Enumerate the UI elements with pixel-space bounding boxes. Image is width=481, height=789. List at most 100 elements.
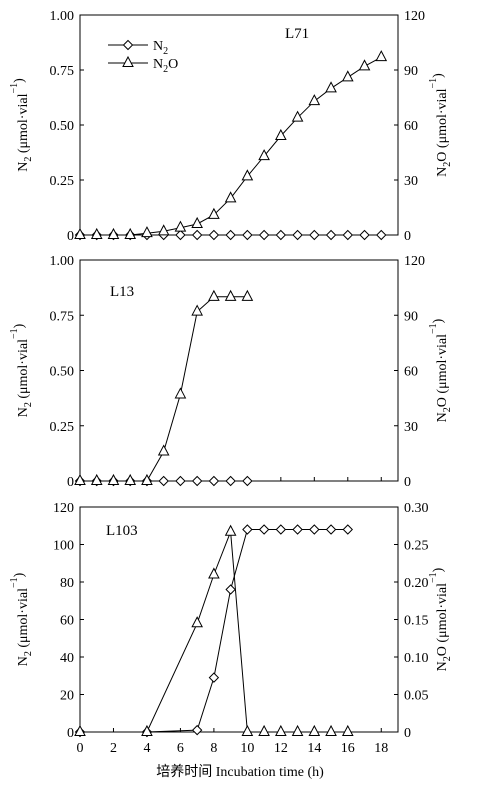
left-tick-label: 80 (60, 576, 74, 591)
point-triangle-n2o (325, 81, 337, 93)
point-diamond-n2 (325, 524, 337, 535)
right-tick-label: 0 (404, 475, 411, 490)
x-tick-label: 8 (210, 741, 217, 756)
left-axis-title: N2 (μmol·vial−1) (9, 323, 34, 417)
right-tick-label: 120 (404, 9, 425, 24)
point-triangle-n2o (124, 227, 137, 239)
point-diamond-n2 (208, 475, 220, 487)
legend-label-sub: 2 (163, 46, 168, 57)
point-triangle-n2o (90, 473, 103, 485)
point-triangle-n2o (224, 191, 237, 203)
axis-title-part: N (435, 412, 450, 422)
point-triangle-n2o (224, 289, 237, 301)
point-diamond-n2 (242, 524, 253, 535)
point-triangle-n2o (308, 94, 321, 106)
left-tick-label: 0 (67, 475, 74, 490)
point-triangle-n2o (358, 59, 371, 71)
left-tick-label: 0.50 (50, 365, 75, 380)
right-tick-label: 60 (404, 119, 418, 134)
axis-title-part: N (435, 167, 450, 177)
point-diamond-n2 (258, 524, 270, 535)
left-tick-label: 0.75 (50, 64, 75, 79)
point-triangle-n2o (141, 724, 153, 736)
right-tick-label: 0.30 (404, 501, 429, 516)
axis-title-part: −1 (428, 572, 439, 583)
point-diamond-n2 (342, 229, 353, 241)
point-triangle-n2o (174, 387, 187, 399)
point-diamond-n2 (175, 475, 186, 487)
point-triangle-n2o (224, 524, 237, 536)
axis-title-part: 2 (23, 402, 34, 407)
left-tick-label: 0.50 (50, 119, 75, 134)
axis-title-part: −1 (9, 83, 20, 94)
left-tick-label: 60 (60, 614, 74, 629)
right-tick-label: 60 (404, 365, 418, 380)
left-tick-label: 0.75 (50, 309, 75, 324)
point-diamond-n2 (225, 229, 236, 241)
point-diamond-n2 (359, 229, 370, 241)
x-tick-label: 18 (374, 741, 388, 756)
legend-label: N2 (153, 39, 168, 57)
right-tick-label: 30 (404, 174, 418, 189)
x-tick-label: 2 (110, 741, 117, 756)
left-tick-label: 100 (53, 539, 74, 554)
right-tick-label: 120 (404, 254, 425, 269)
point-triangle-n2o (241, 289, 254, 301)
point-diamond-n2 (376, 229, 387, 241)
axis-title-part: 2 (23, 651, 34, 656)
axis-title-part: N (435, 661, 450, 671)
legend-label-part: O (168, 57, 178, 72)
x-tick-label: 4 (143, 741, 150, 756)
point-triangle-n2o (275, 128, 287, 140)
point-triangle-n2o (208, 567, 220, 579)
right-axis-title: N2O (μmol·vial−1) (428, 567, 453, 671)
series-line-n2 (80, 529, 348, 733)
right-tick-label: 90 (404, 309, 418, 324)
right-tick-label: 0.20 (404, 576, 429, 591)
point-triangle-n2o (325, 724, 337, 736)
point-diamond-n2 (258, 229, 270, 241)
point-triangle-n2o (258, 149, 270, 161)
point-triangle-n2o (141, 473, 153, 485)
point-triangle-n2o (141, 226, 153, 238)
point-triangle-n2o (208, 289, 220, 301)
right-tick-label: 0.05 (404, 689, 429, 704)
axis-title-part: −1 (428, 323, 439, 334)
axis-title-part: 2 (442, 162, 453, 167)
point-diamond-n2 (292, 229, 303, 241)
axis-title-part: 2 (442, 407, 453, 412)
legend-label: N2O (153, 57, 178, 75)
axis-title-part: N (16, 162, 31, 172)
left-tick-label: 0.25 (50, 420, 75, 435)
legend-marker-triangle (122, 55, 134, 67)
point-diamond-n2 (242, 229, 253, 241)
legend-marker-diamond (122, 39, 134, 51)
left-tick-label: 120 (53, 501, 74, 516)
axis-title-part: O (μmol·vial (435, 334, 450, 407)
axis-title-part: −1 (9, 577, 20, 588)
series-line-n2o (80, 531, 348, 733)
axis-title-part: −1 (428, 78, 439, 89)
x-tick-label: 0 (77, 741, 84, 756)
point-diamond-n2 (225, 584, 236, 595)
series-line-n2o (80, 56, 382, 236)
point-triangle-n2o (258, 724, 270, 736)
axis-title-part: ) (431, 567, 446, 572)
point-diamond-n2 (342, 524, 353, 535)
left-tick-label: 1.00 (50, 254, 75, 269)
axis-title-part: N (16, 656, 31, 666)
x-tick-label: 14 (307, 741, 321, 756)
point-diamond-n2 (242, 475, 253, 487)
point-triangle-n2o (107, 473, 120, 485)
point-triangle-n2o (74, 724, 86, 736)
right-tick-label: 0.10 (404, 651, 429, 666)
right-tick-label: 0 (404, 726, 411, 741)
left-axis-title: N2 (μmol·vial−1) (9, 78, 34, 172)
point-triangle-n2o (90, 227, 103, 239)
axis-title-part: O (μmol·vial (435, 88, 450, 161)
plot-frame (79, 506, 399, 733)
right-tick-label: 0.25 (404, 539, 429, 554)
axis-title-part: (μmol·vial (16, 93, 31, 156)
legend-label-sub: 2 (163, 64, 168, 75)
